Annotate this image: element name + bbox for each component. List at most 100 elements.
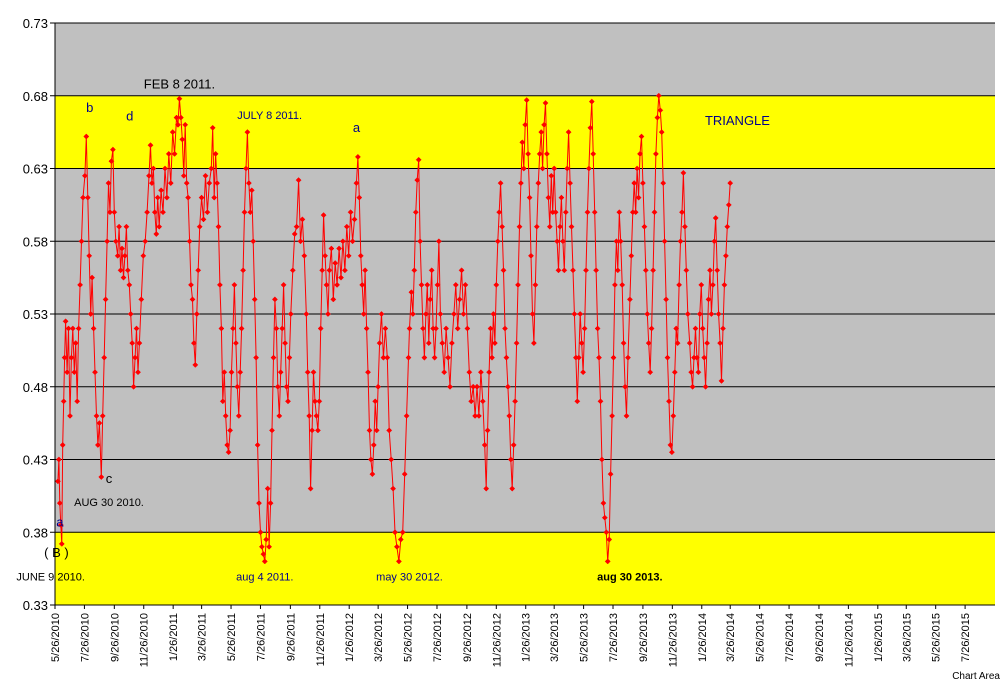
data-point: [664, 354, 671, 361]
data-point: [336, 245, 343, 252]
data-point: [173, 114, 180, 121]
data-point: [650, 267, 657, 274]
data-point: [285, 398, 291, 405]
data-point: [424, 281, 431, 288]
data-point: [494, 238, 501, 245]
data-point: [405, 354, 412, 361]
data-point: [439, 340, 446, 347]
data-point: [528, 252, 534, 259]
data-point: [552, 209, 559, 216]
data-point: [309, 427, 316, 434]
data-point: [130, 383, 137, 390]
data-point: [609, 412, 616, 419]
data-point: [623, 412, 630, 419]
data-point: [231, 281, 238, 288]
data-point: [724, 223, 731, 230]
data-point: [708, 311, 715, 317]
data-point: [196, 223, 203, 230]
data-point: [186, 238, 193, 245]
data-point: [322, 252, 329, 259]
x-tick-label: 11/26/2010: [139, 613, 151, 667]
data-point: [136, 340, 143, 347]
data-point: [234, 383, 241, 390]
data-point: [421, 354, 428, 361]
data-point: [375, 383, 382, 390]
data-point: [667, 442, 674, 448]
data-point: [718, 377, 725, 384]
data-point: [403, 412, 410, 419]
data-point: [177, 114, 184, 121]
data-point: [525, 150, 532, 157]
data-point: [654, 114, 661, 121]
data-point: [349, 238, 356, 245]
data-point: [526, 194, 533, 201]
data-point: [99, 412, 106, 419]
data-point: [219, 398, 226, 405]
data-point: [140, 252, 147, 259]
data-point: [250, 238, 257, 245]
data-point: [193, 311, 200, 317]
data-point: [367, 456, 374, 463]
data-point: [316, 398, 323, 405]
data-point: [588, 98, 595, 105]
data-point: [647, 369, 654, 376]
data-point: [214, 180, 221, 187]
data-point: [666, 398, 672, 405]
data-point: [614, 267, 621, 274]
data-point: [628, 252, 635, 259]
data-point: [188, 281, 194, 288]
data-point: [372, 398, 379, 405]
series-line: [57, 95, 731, 562]
data-point: [668, 449, 675, 456]
data-point: [221, 369, 228, 376]
data-point: [486, 369, 493, 376]
data-point: [310, 369, 317, 376]
data-point: [54, 478, 61, 485]
data-point: [256, 500, 262, 507]
data-point: [108, 158, 115, 165]
data-point: [715, 311, 722, 317]
data-point: [535, 180, 542, 187]
data-point: [111, 209, 118, 216]
data-point: [61, 354, 68, 361]
data-point: [479, 398, 486, 405]
data-point: [359, 281, 366, 288]
data-point: [314, 427, 321, 434]
data-point: [721, 281, 728, 288]
data-point: [334, 281, 341, 288]
data-point: [299, 216, 306, 223]
data-point: [607, 471, 614, 478]
data-point: [209, 124, 216, 131]
x-tick-label: 1/26/2013: [521, 613, 533, 662]
data-point: [195, 267, 202, 274]
data-point: [241, 209, 248, 216]
data-point: [445, 354, 452, 361]
data-point: [631, 180, 638, 187]
data-point: [163, 194, 170, 201]
data-point: [380, 354, 387, 361]
data-point: [510, 442, 517, 448]
data-point: [484, 427, 491, 434]
data-point: [709, 281, 716, 288]
data-point: [98, 474, 105, 480]
data-point: [674, 340, 681, 347]
data-point: [228, 369, 235, 376]
data-point: [574, 398, 581, 405]
data-point: [580, 369, 587, 376]
annotation-label: AUG 30 2010.: [74, 497, 144, 509]
data-point: [727, 180, 734, 187]
data-point: [506, 412, 513, 419]
data-point: [720, 325, 726, 332]
annotation-label: a: [353, 120, 361, 135]
data-point: [264, 485, 271, 492]
data-point: [707, 267, 713, 274]
data-point: [418, 281, 425, 288]
data-point: [291, 231, 298, 237]
data-point: [626, 296, 633, 303]
data-point: [330, 296, 337, 303]
data-point: [577, 311, 584, 317]
data-point: [190, 340, 197, 347]
chart-area-label: Chart Area: [952, 671, 1000, 681]
